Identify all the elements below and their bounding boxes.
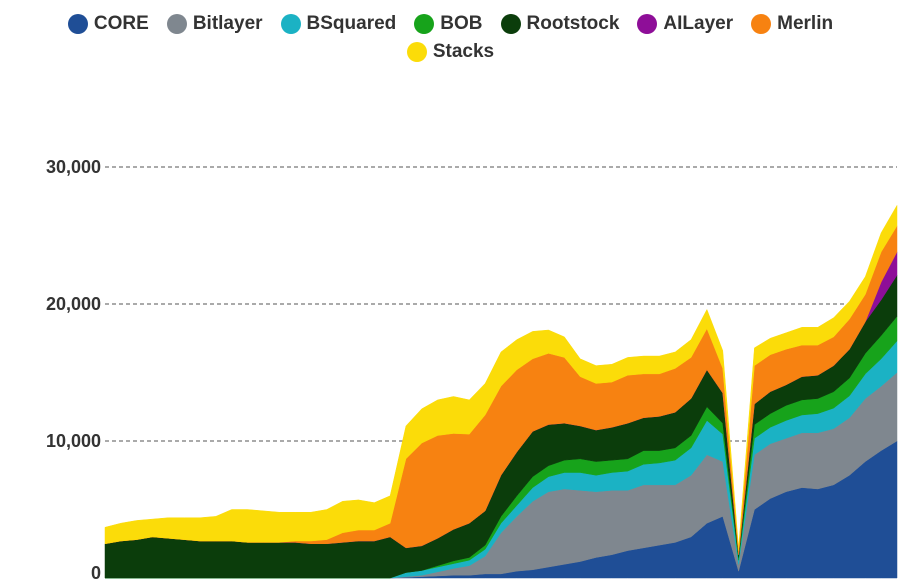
y-tick-label: 10,000 xyxy=(46,431,101,451)
legend-swatch xyxy=(637,14,658,34)
legend-item-rootstock[interactable]: Rootstock xyxy=(500,13,620,35)
area-stacks[interactable] xyxy=(104,204,898,551)
legend-label: Bitlayer xyxy=(192,13,263,34)
legend-row: CORE Bitlayer BSquared BOB Rootstock AILayer M… xyxy=(0,10,901,38)
legend-swatch xyxy=(751,14,772,34)
y-tick-label: 30,000 xyxy=(46,157,101,177)
y-tick-label: 20,000 xyxy=(46,294,101,314)
legend-label: Rootstock xyxy=(526,13,620,34)
legend-label: CORE xyxy=(93,13,149,34)
legend-swatch xyxy=(414,14,435,34)
legend-row: Stacks xyxy=(0,38,901,66)
legend-item-stacks[interactable]: Stacks xyxy=(406,41,495,63)
legend-item-merlin[interactable]: Merlin xyxy=(751,13,833,35)
legend-label: Merlin xyxy=(777,13,834,34)
legend-item-ailayer[interactable]: AILayer xyxy=(637,13,733,35)
legend-label: Stacks xyxy=(432,41,495,62)
legend-item-bitlayer[interactable]: Bitlayer xyxy=(166,13,263,35)
legend-swatch xyxy=(280,14,301,34)
legend-item-bob[interactable]: BOB xyxy=(414,13,483,35)
legend-swatch xyxy=(166,14,187,34)
y-tick-label: 0 xyxy=(91,563,101,579)
legend-label: BOB xyxy=(440,13,483,34)
chart-legend: CORE Bitlayer BSquared BOB Rootstock AILayer M… xyxy=(0,10,901,66)
legend-label: AILayer xyxy=(663,13,734,34)
legend-label: BSquared xyxy=(306,13,397,34)
legend-item-core[interactable]: CORE xyxy=(67,13,149,35)
legend-item-bsquared[interactable]: BSquared xyxy=(280,13,397,35)
legend-swatch xyxy=(67,14,88,34)
legend-swatch xyxy=(406,42,427,62)
legend-swatch xyxy=(500,14,521,34)
